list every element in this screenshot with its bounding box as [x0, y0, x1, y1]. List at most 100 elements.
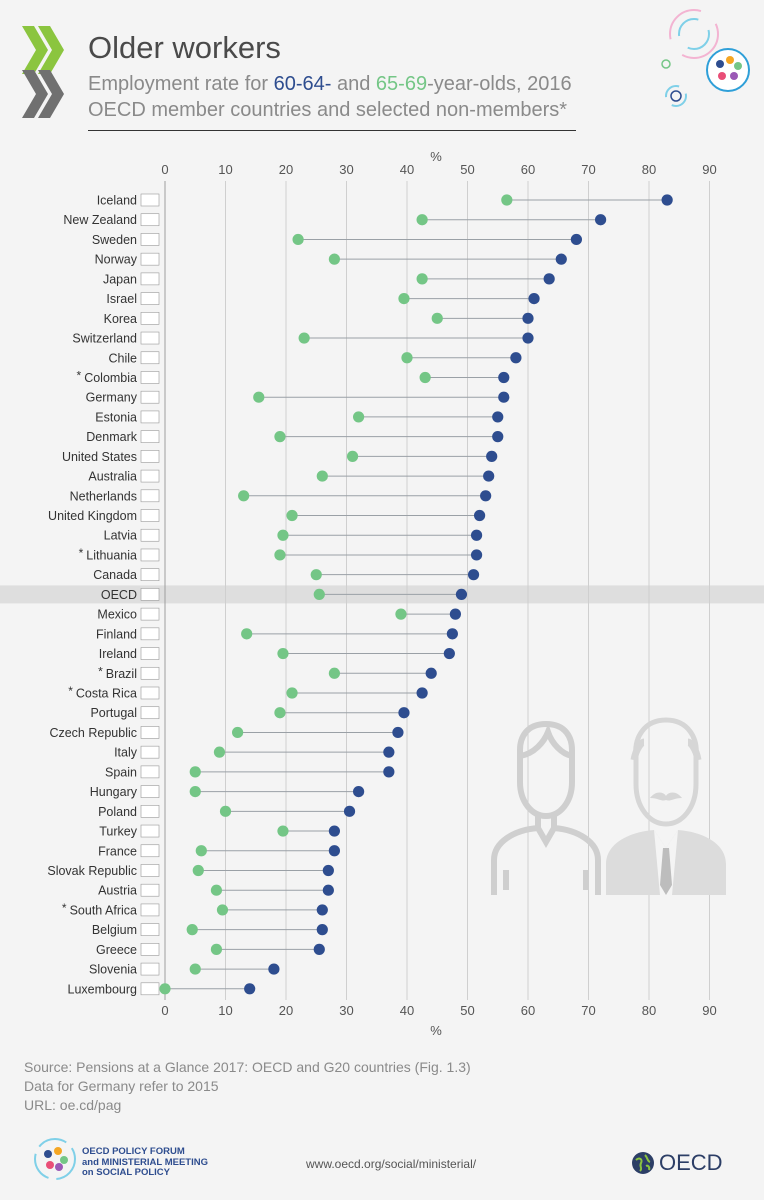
- table-row: Denmark: [86, 430, 504, 444]
- flag-icon-italy: [140, 745, 160, 759]
- dumbbell-chart: 0 10 20 30 40 50 60 70 80 90% 0 10 20 30 40 50 60 70 80 90…: [0, 149, 764, 1038]
- point-60-64-mexico: [449, 608, 461, 620]
- table-row: Slovak Republic: [47, 864, 334, 878]
- forum-line-3-prefix: on: [82, 1167, 94, 1178]
- point-60-64-italy: [383, 746, 395, 758]
- flag-icon-czech-republic: [140, 726, 160, 739]
- flag-icon-hungary: [140, 785, 160, 798]
- table-row: New Zealand: [63, 213, 607, 227]
- country-label-mexico: Mexico: [97, 608, 137, 622]
- table-row: Japan: [103, 272, 555, 286]
- flag-icon-germany: [140, 390, 160, 404]
- table-row: Germany: [86, 391, 510, 405]
- country-label-spain: Spain: [105, 765, 137, 779]
- flag-icon-portugal: [140, 706, 160, 720]
- country-label-united-states: United States: [62, 450, 137, 464]
- point-65-69-france: [195, 845, 207, 857]
- country-label-czech-republic: Czech Republic: [49, 726, 137, 740]
- point-60-64-hungary: [353, 786, 365, 798]
- table-row: Poland: [98, 805, 356, 819]
- table-row: Greece: [96, 943, 325, 957]
- table-row: Portugal: [90, 706, 410, 720]
- point-60-64-france: [328, 845, 340, 857]
- flag-icon-poland: [140, 805, 160, 818]
- point-60-64-greece: [313, 943, 325, 955]
- flag-icon-estonia: [140, 410, 160, 424]
- flag-icon-sweden: [140, 233, 160, 246]
- point-65-69-new-zealand: [416, 214, 428, 226]
- table-row: Finland: [96, 627, 458, 641]
- point-65-69-oecd: [313, 588, 325, 600]
- point-65-69-brazil: [328, 667, 340, 679]
- forum-line-1: OECD POLICY FORUM: [82, 1146, 185, 1157]
- point-60-64-denmark: [492, 431, 504, 443]
- point-60-64-ireland: [443, 647, 455, 660]
- title-divider: [88, 130, 576, 131]
- table-row: Latvia: [104, 529, 483, 543]
- footer-source: Source: Pensions at a Glance 2017: OECD …: [24, 1058, 471, 1115]
- axis-unit-bottom: %: [430, 1023, 442, 1038]
- table-row: South Africa*: [62, 901, 328, 917]
- country-label-japan: Japan: [103, 272, 137, 286]
- point-60-64-chile: [510, 352, 522, 364]
- source-url: URL: oe.cd/pag: [24, 1097, 122, 1113]
- country-label-ireland: Ireland: [99, 647, 137, 661]
- country-label-new-zealand: New Zealand: [63, 213, 137, 227]
- series-label-60-64: 60-64-: [273, 73, 332, 95]
- country-label-finland: Finland: [96, 627, 137, 641]
- point-60-64-sweden: [570, 233, 583, 246]
- point-65-69-slovak-republic: [192, 864, 204, 877]
- country-label-norway: Norway: [95, 253, 138, 267]
- point-60-64-portugal: [398, 707, 410, 719]
- point-65-69-finland: [241, 628, 253, 640]
- asterisk-south-africa: *: [62, 901, 67, 915]
- country-label-israel: Israel: [106, 292, 137, 306]
- flag-icon-new-zealand: [140, 213, 160, 227]
- table-row: Mexico: [97, 608, 461, 622]
- forum-line-3: on SOCIAL POLICY: [82, 1167, 208, 1179]
- country-label-denmark: Denmark: [86, 430, 137, 444]
- country-label-netherlands: Netherlands: [70, 489, 137, 503]
- tick-label-top-10: 10: [218, 162, 232, 177]
- point-60-64-lithuania: [470, 549, 483, 561]
- point-60-64-united-kingdom: [474, 509, 486, 522]
- point-65-69-italy: [213, 746, 226, 758]
- point-60-64-turkey: [328, 825, 340, 837]
- tick-label-bottom-30: 30: [339, 1003, 353, 1018]
- country-label-greece: Greece: [96, 943, 137, 957]
- point-65-69-portugal: [274, 707, 286, 719]
- tick-label-bottom-80: 80: [642, 1003, 656, 1018]
- country-label-poland: Poland: [98, 805, 137, 819]
- table-row: Norway: [95, 253, 567, 267]
- flag-icon-austria: [140, 883, 160, 897]
- flag-icon-norway: [140, 252, 160, 266]
- country-label-oecd: OECD: [101, 588, 137, 602]
- country-label-korea: Korea: [104, 312, 137, 326]
- point-65-69-ireland: [277, 647, 289, 660]
- point-65-69-canada: [310, 569, 322, 581]
- point-65-69-estonia: [353, 411, 365, 423]
- flag-icon-japan: [140, 272, 160, 286]
- website-link[interactable]: www.oecd.org/social/ministerial/: [306, 1157, 477, 1171]
- table-row: Czech Republic: [49, 726, 404, 740]
- point-65-69-mexico: [395, 608, 407, 620]
- point-65-69-spain: [189, 766, 201, 778]
- flag-icon-costa-rica: [140, 686, 160, 700]
- table-row: Austria: [98, 884, 334, 898]
- country-label-iceland: Iceland: [97, 194, 137, 208]
- flag-icon-france: [140, 844, 160, 858]
- table-row: Luxembourg: [68, 982, 256, 996]
- country-label-brazil: Brazil: [106, 667, 137, 681]
- tick-label-top-80: 80: [642, 162, 656, 177]
- point-65-69-greece: [210, 943, 223, 955]
- point-60-64-japan: [543, 273, 555, 285]
- flag-icon-south-africa: [140, 903, 160, 917]
- country-label-costa-rica: Costa Rica: [76, 687, 137, 701]
- flag-icon-korea: [140, 312, 160, 325]
- point-60-64-slovak-republic: [322, 864, 334, 877]
- policy-forum-text: OECD POLICY FORUM and MINISTERIAL MEETIN…: [82, 1146, 208, 1179]
- table-row: Ireland: [99, 647, 455, 661]
- flag-icon-iceland: [140, 193, 160, 207]
- country-label-slovak-republic: Slovak Republic: [47, 864, 137, 878]
- point-60-64-iceland: [661, 194, 673, 206]
